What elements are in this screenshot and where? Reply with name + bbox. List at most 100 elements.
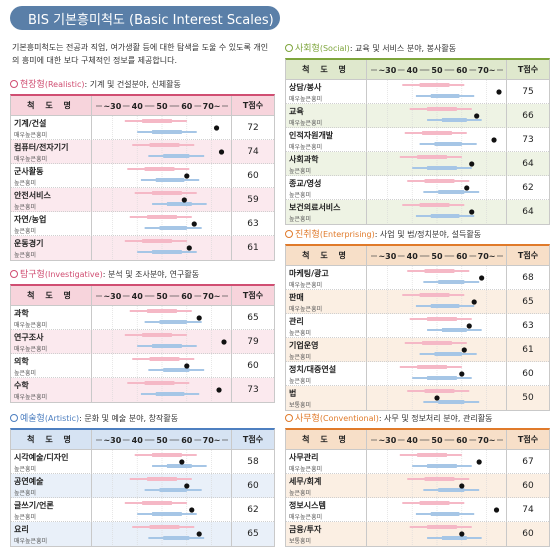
interest-level: 매우높은흥미 (14, 156, 48, 163)
tick-label-bg (102, 290, 123, 302)
tick-label-bg (404, 434, 420, 446)
score-marker (218, 149, 225, 155)
scale-table: 척 도 명 ~30 40 50 60 70~ T점수 마케팅/광고 매우높은흥미 68 판매 매우높은… (285, 244, 550, 411)
t-score-value: 63 (506, 314, 549, 338)
tick-label-bg (476, 64, 497, 76)
norm-band-female (424, 477, 455, 481)
scale-name: 공연예술 (14, 477, 44, 486)
scale-row: 요리 매우높은흥미 65 (11, 522, 274, 546)
score-plot (91, 450, 231, 474)
t-score-value: 66 (506, 104, 549, 128)
score-marker (189, 507, 195, 513)
score-plot (366, 450, 506, 474)
norm-band-male (163, 154, 190, 158)
axis-svg: ~30 40 50 60 70~ (96, 290, 228, 302)
circle-bullet-icon (10, 80, 18, 88)
score-plot (91, 140, 231, 164)
score-plot-svg (387, 266, 487, 290)
score-marker (179, 459, 185, 465)
circle-bullet-icon (285, 44, 293, 52)
score-plot-svg (112, 378, 222, 402)
score-marker (191, 221, 197, 227)
norm-band-female (427, 107, 457, 111)
scale-name: 정보시스템 (289, 501, 326, 510)
section-description: : 사업 및 법/정치분야, 설득활동 (374, 230, 482, 239)
score-plot (366, 498, 506, 522)
score-plot-svg (387, 338, 487, 362)
score-plot (91, 522, 231, 546)
section-heading: 예술형(Artistic): 문화 및 예술 분야, 창작활동 (10, 412, 275, 426)
axis-tick-label: 60 (456, 66, 468, 75)
interest-level: 높은흥미 (14, 466, 37, 473)
tick-label-bg (429, 64, 445, 76)
score-plot-svg (112, 306, 212, 330)
t-score-value: 63 (231, 212, 274, 236)
interest-level: 매우높은흥미 (289, 306, 323, 313)
score-plot (91, 498, 231, 522)
t-score-value: 60 (231, 164, 274, 188)
scale-name: 상담/봉사 (289, 83, 322, 92)
norm-band-male (155, 178, 185, 182)
score-plot (91, 164, 231, 188)
tick-label-bg (377, 64, 398, 76)
t-score-value: 67 (506, 450, 549, 474)
axis-tick-label: 50 (431, 66, 443, 75)
section-realistic: 현장형(Realistic): 기계 및 건설분야, 신체활동 척 도 명 ~30 4… (10, 78, 275, 261)
scale-row: 교육 매우높은흥미 66 (286, 104, 549, 128)
norm-band-female (417, 453, 447, 457)
score-plot (366, 80, 506, 104)
interest-level: 높은흥미 (14, 228, 37, 235)
axis-tick-label: 60 (181, 436, 193, 445)
norm-band-female (144, 167, 175, 171)
norm-band-male (434, 352, 462, 356)
interest-level: 매우높은흥미 (289, 144, 323, 151)
norm-band-female (142, 239, 172, 243)
score-marker (479, 275, 485, 281)
score-plot (91, 378, 231, 402)
score-plot-svg (387, 128, 497, 152)
interest-level: 높은흥미 (14, 180, 37, 187)
table-header: 척 도 명 ~30 40 50 60 70~ T점수 (286, 60, 549, 80)
norm-band-female (152, 191, 182, 195)
axis-svg: ~30 40 50 60 70~ (96, 100, 228, 112)
score-marker (196, 315, 202, 321)
t-score-value: 64 (506, 200, 549, 224)
interest-level: 매우높은흥미 (14, 346, 48, 353)
scale-row: 기업운영 높은흥미 61 (286, 338, 549, 362)
score-marker (461, 347, 467, 353)
score-plot (366, 152, 506, 176)
norm-band-male (438, 280, 465, 284)
section-heading: 사무형(Conventional): 사무 및 정보처리 분야, 관리활동 (285, 412, 550, 426)
score-plot-svg (112, 212, 212, 236)
axis-tick-label: ~30 (378, 436, 396, 445)
norm-band-female (419, 293, 450, 297)
norm-band-male (438, 400, 465, 404)
score-plot-svg (112, 498, 212, 522)
norm-band-female (149, 525, 180, 529)
interest-level: 높은흥미 (289, 192, 312, 199)
score-plot-svg (387, 362, 487, 386)
score-plot (91, 354, 231, 378)
score-plot-svg (387, 290, 487, 314)
tick-label-bg (404, 64, 420, 76)
score-plot-svg (112, 354, 212, 378)
t-score-value: 62 (506, 176, 549, 200)
score-plot-svg (112, 236, 212, 260)
norm-band-female (142, 119, 172, 123)
scale-name: 법 (289, 389, 297, 398)
tick-label-bg (454, 434, 470, 446)
t-score-value: 61 (506, 338, 549, 362)
score-plot-svg (387, 200, 487, 224)
score-plot (366, 474, 506, 498)
interest-level: 높은흥미 (14, 514, 37, 521)
score-plot (366, 386, 506, 410)
norm-band-female (417, 155, 447, 159)
norm-band-female (149, 357, 180, 361)
scale-row: 판매 매우높은흥미 65 (286, 290, 549, 314)
score-marker (466, 323, 472, 329)
scale-row: 컴퓨터/전자기기 매우높은흥미 74 (11, 140, 274, 164)
axis-tick-label: 70~ (478, 66, 496, 75)
scale-name: 마케팅/광고 (289, 269, 329, 278)
circle-bullet-icon (10, 414, 18, 422)
header-scale-axis: ~30 40 50 60 70~ (366, 246, 506, 265)
